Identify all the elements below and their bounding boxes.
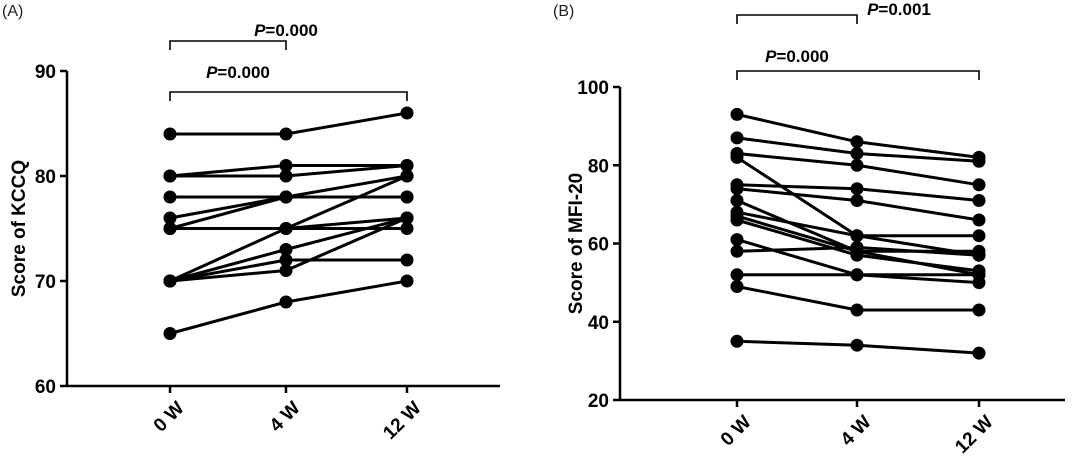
data-point <box>850 147 864 160</box>
significance-bracket <box>736 14 858 24</box>
data-point <box>730 268 744 282</box>
y-tick-label: 70 <box>35 272 56 293</box>
p-value-label: P=0.001 <box>867 0 931 19</box>
data-point <box>972 154 986 168</box>
data-point <box>163 211 177 225</box>
data-point <box>279 127 293 141</box>
data-point <box>730 131 744 145</box>
y-axis-label: Score of KCCQ <box>9 160 30 297</box>
data-point <box>279 295 293 309</box>
data-point <box>972 303 986 317</box>
data-point <box>163 274 177 288</box>
data-point <box>400 169 414 183</box>
data-point <box>279 159 293 172</box>
data-point <box>730 213 744 227</box>
data-point <box>730 194 744 207</box>
data-point <box>972 213 986 227</box>
data-point <box>730 334 744 348</box>
x-tick-label: 12 W <box>379 398 425 444</box>
data-point <box>850 135 864 149</box>
data-point <box>163 222 177 235</box>
y-axis-label: Score of MFI-20 <box>566 173 587 314</box>
x-tick-label: 4 W <box>266 398 305 437</box>
chart-panel-a: (A) 60 70 80 90 Score of KCCQ 0 W 4 W 12 W P=0.00… <box>2 3 500 444</box>
data-point <box>730 107 744 121</box>
data-point <box>850 303 864 317</box>
chart-panel-b: (B) 20 40 60 80 100 Score of MFI-20 0 W 4 W 12 W P… <box>553 0 1065 458</box>
data-point <box>730 182 744 196</box>
y-tick-label: 60 <box>588 235 609 256</box>
data-point <box>730 244 744 258</box>
data-point <box>163 190 177 204</box>
data-point <box>400 253 414 267</box>
significance-bracket <box>736 70 980 80</box>
data-point <box>850 268 864 282</box>
y-tick-label: 60 <box>35 377 56 398</box>
y-tick-label: 100 <box>577 78 609 99</box>
x-tick-label: 4 W <box>837 412 876 451</box>
data-point <box>400 211 414 225</box>
y-tick-label: 80 <box>35 167 56 188</box>
data-point <box>163 127 177 141</box>
data-point <box>730 280 744 293</box>
p-value-label: P=0.000 <box>765 47 829 66</box>
data-point <box>163 169 177 183</box>
panel-label: (A) <box>2 3 23 20</box>
y-tick-label: 90 <box>35 62 56 83</box>
x-tick-label: 0 W <box>717 412 756 451</box>
data-point <box>163 327 177 340</box>
data-point <box>279 169 293 183</box>
data-point <box>279 253 293 267</box>
data-point <box>850 338 864 352</box>
data-point <box>972 248 986 262</box>
data-point <box>400 274 414 288</box>
data-point <box>972 346 986 360</box>
data-point <box>730 233 744 247</box>
data-point <box>400 106 414 120</box>
y-tick-label: 40 <box>588 313 609 334</box>
data-point <box>279 243 293 256</box>
data-point <box>850 182 864 196</box>
y-tick-label: 20 <box>588 391 609 412</box>
data-point <box>972 276 986 290</box>
p-value-label: P=0.000 <box>254 21 318 40</box>
data-point <box>972 229 986 243</box>
p-value-label: P=0.000 <box>206 63 270 82</box>
data-point <box>730 150 744 164</box>
significance-bracket <box>169 40 287 50</box>
y-tick-label: 80 <box>588 156 609 177</box>
data-point <box>400 159 414 172</box>
panel-label: (B) <box>553 3 574 20</box>
x-tick-label: 12 W <box>951 412 997 458</box>
data-point <box>400 222 414 235</box>
x-tick-label: 0 W <box>150 398 189 437</box>
data-point <box>850 194 864 207</box>
data-point <box>400 190 414 204</box>
data-point <box>850 240 864 254</box>
data-point <box>279 222 293 235</box>
data-point <box>850 158 864 172</box>
data-point <box>279 264 293 277</box>
data-point <box>850 229 864 243</box>
data-point <box>972 194 986 207</box>
significance-bracket <box>169 91 408 101</box>
data-point <box>279 190 293 204</box>
data-point <box>972 178 986 192</box>
